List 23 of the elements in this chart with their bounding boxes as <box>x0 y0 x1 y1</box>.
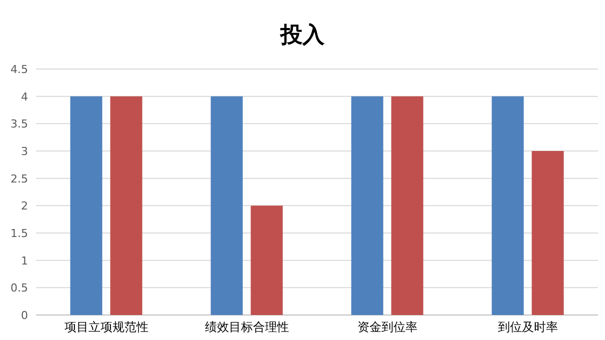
bar <box>70 96 102 315</box>
y-tick-label: 1.5 <box>10 227 28 240</box>
bar <box>532 151 564 315</box>
bar <box>351 96 384 315</box>
x-tick-label: 绩效目标合理性 <box>204 320 289 334</box>
y-tick-label: 2 <box>21 200 28 213</box>
x-tick-label: 到位及时率 <box>498 320 558 334</box>
y-tick-label: 3 <box>21 145 28 158</box>
chart-title: 投入 <box>280 23 326 48</box>
y-tick-label: 2.5 <box>10 172 28 186</box>
x-tick-label: 项目立项规范性 <box>64 320 148 334</box>
y-tick-label: 1 <box>21 254 28 268</box>
bar <box>492 96 524 315</box>
x-tick-label: 资金到位率 <box>357 320 418 334</box>
bar <box>110 96 142 315</box>
bar <box>210 96 243 315</box>
bar <box>250 206 283 315</box>
y-tick-label: 3.5 <box>10 118 28 131</box>
y-tick-label: 4.5 <box>10 63 28 76</box>
bar <box>391 96 424 315</box>
y-tick-label: 0 <box>21 309 28 322</box>
y-tick-label: 4 <box>21 90 28 104</box>
y-tick-label: 0.5 <box>10 282 28 295</box>
